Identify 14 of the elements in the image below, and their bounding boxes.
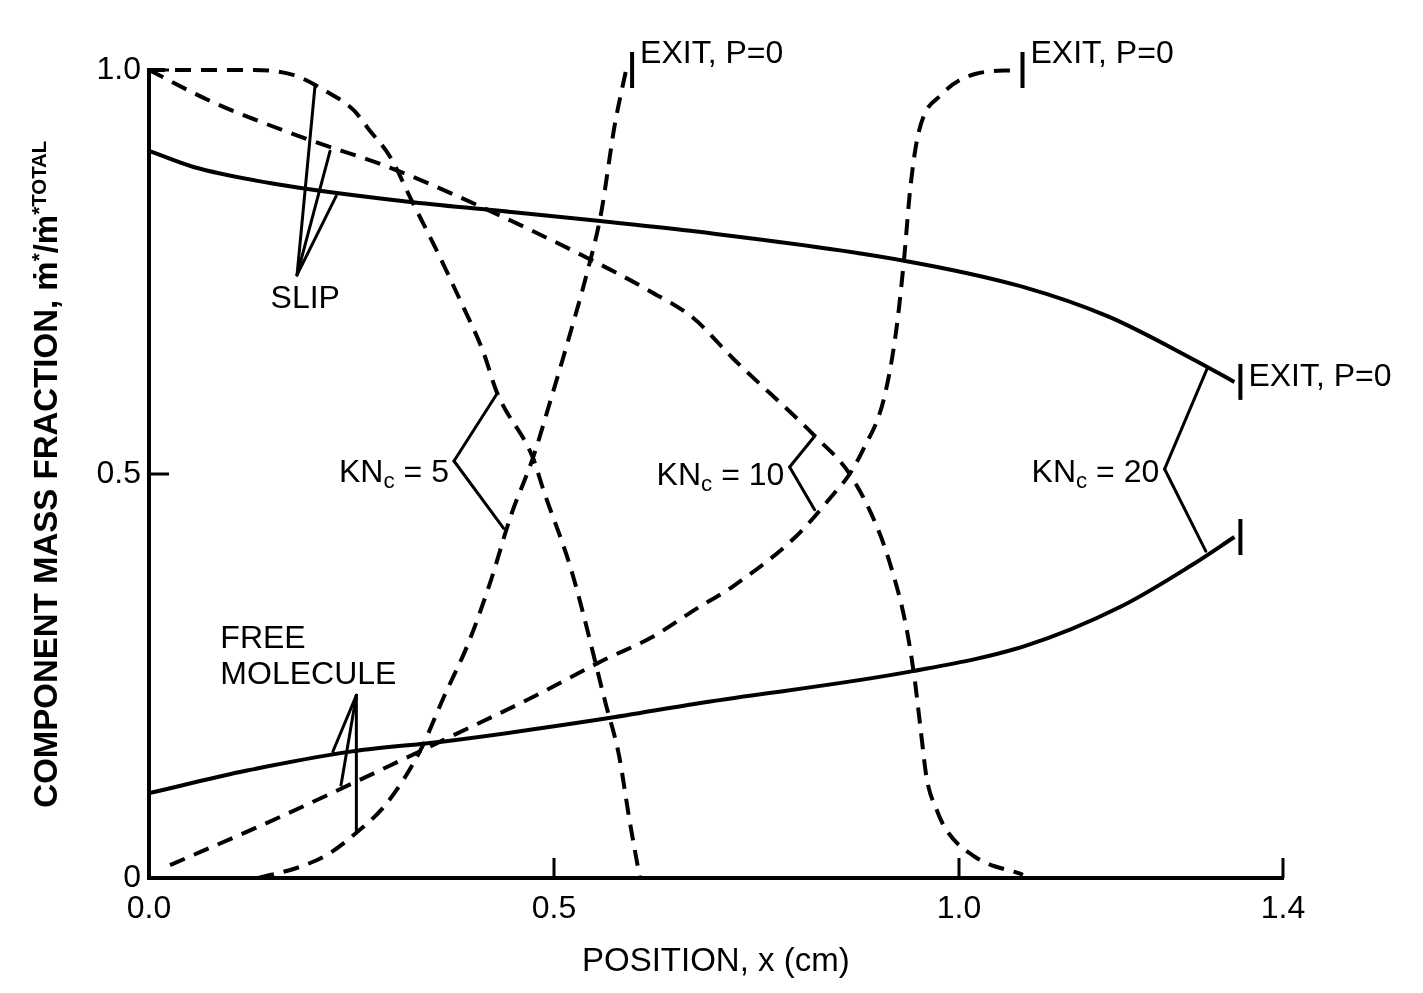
y-tick-label: 1.0 — [96, 49, 141, 86]
annotation: EXIT, P=0 — [1248, 357, 1392, 394]
y-tick-label: 0.5 — [96, 453, 141, 490]
x-tick-label: 1.0 — [936, 889, 982, 926]
x-tick-label: 1.4 — [1260, 889, 1306, 926]
annotation: KN$_{c}$ = 10 — [656, 455, 785, 496]
annotation: KN$_{c}$ = 20 — [1031, 452, 1160, 493]
x-tick-label: 0.5 — [531, 889, 577, 926]
annotation: FREE MOLECULE — [220, 619, 397, 691]
annotation: KN$_{c}$ = 5 — [339, 452, 449, 493]
annotation: EXIT, P=0 — [1030, 33, 1174, 70]
x-axis-title: POSITION, x (cm) — [582, 941, 850, 979]
annotation: SLIP — [270, 278, 340, 316]
annotation: EXIT, P=0 — [640, 33, 784, 70]
